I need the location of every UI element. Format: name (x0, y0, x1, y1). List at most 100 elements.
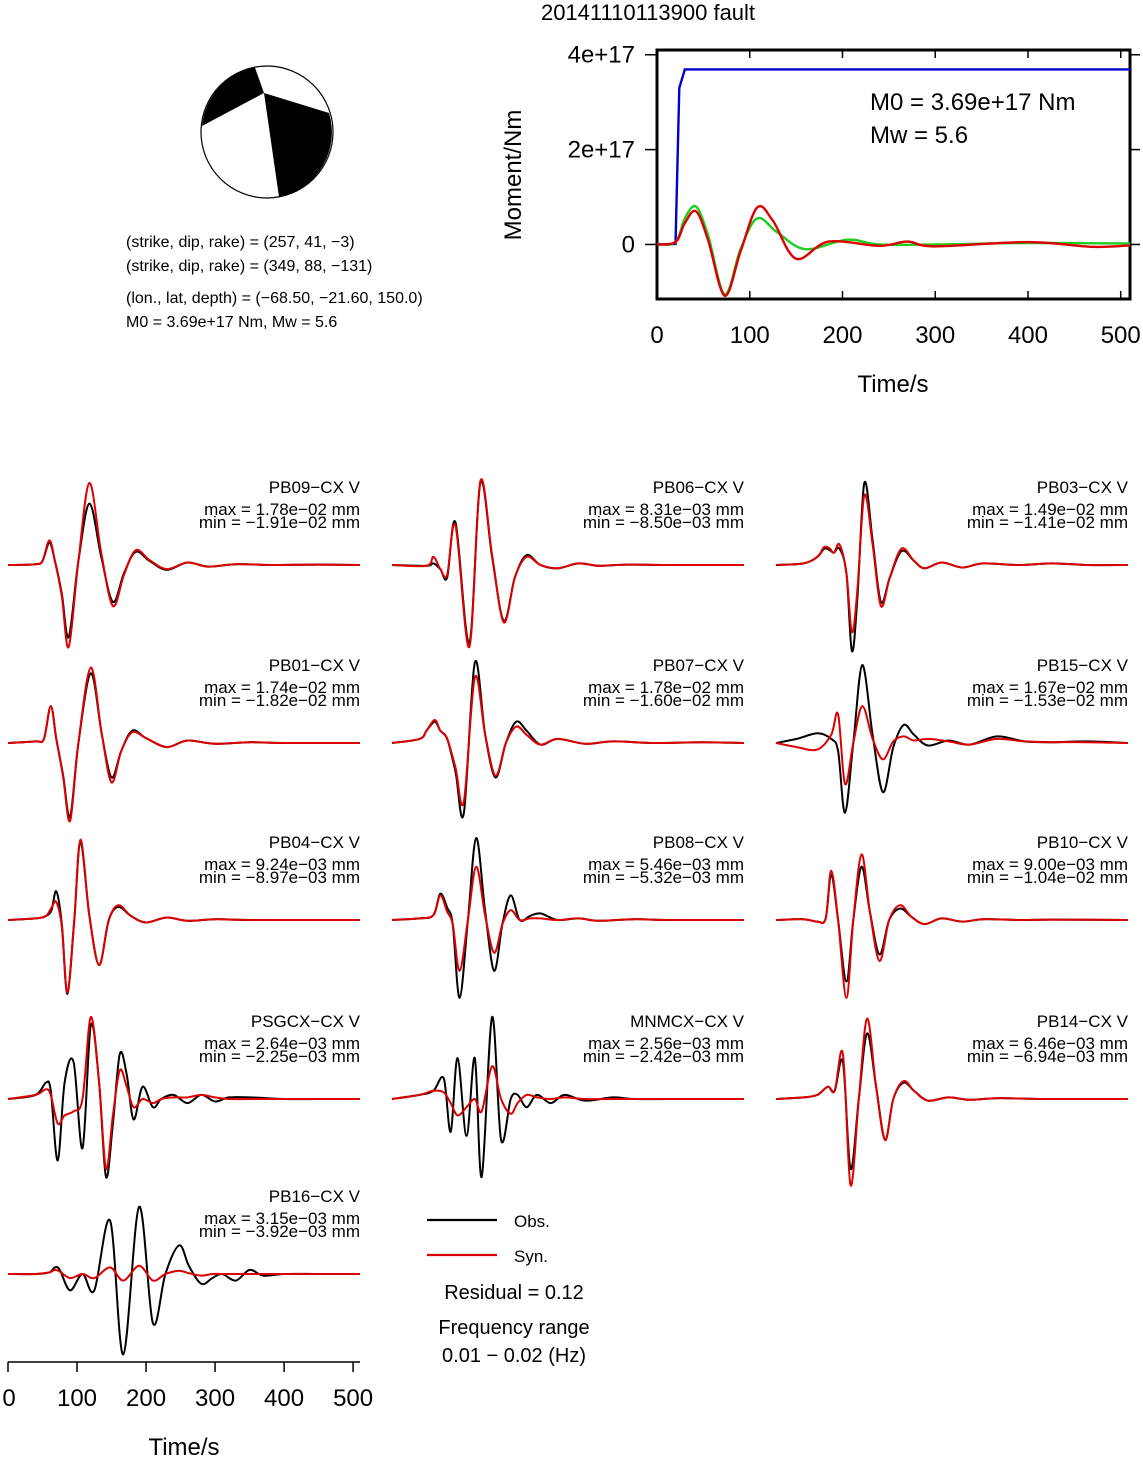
station-label: PB03−CX V (1037, 478, 1129, 497)
observed-trace (7, 1205, 360, 1356)
synthetic-trace (7, 838, 361, 994)
synthetic-trace (391, 1065, 744, 1117)
moment-axes: 0 100 200 300 400 500 0 2e+17 4e+17 (568, 42, 1141, 349)
station-label: PB01−CX V (269, 656, 361, 675)
synthetic-trace (391, 478, 745, 649)
station-max-label: max = 1.78e−02 mm (588, 678, 744, 697)
legend-obs-label: Obs. (514, 1212, 550, 1231)
moment-xtick-label: 0 (650, 322, 663, 349)
station-min-label: min = −5.32e−03 mm (583, 868, 744, 887)
station-max-label: max = 6.46e−03 mm (972, 1034, 1128, 1053)
synthetic-trace (7, 481, 361, 649)
synthetic-trace (7, 1264, 360, 1282)
station-max-label: max = 8.31e−03 mm (588, 500, 744, 519)
moment-time-plot: 0 100 200 300 400 500 0 2e+17 4e+17 M0 = 3.69e+1… (500, 42, 1141, 398)
station-label: PB14−CX V (1037, 1012, 1129, 1031)
moment-xtick-label: 300 (915, 322, 955, 349)
station-max-label: max = 2.64e−03 mm (204, 1034, 360, 1053)
legend: Obs. Syn. Residual = 0.12 Frequency rang… (427, 1212, 590, 1367)
beachball-outline (200, 65, 334, 199)
station-label: PB09−CX V (269, 478, 361, 497)
figure-title: 20141110113900 fault (541, 0, 755, 25)
observed-trace (391, 1015, 744, 1178)
synthetic-trace (775, 705, 1129, 786)
station-min-label: min = −2.25e−03 mm (199, 1047, 360, 1066)
moment-annotation-m0: M0 = 3.69e+17 Nm (870, 89, 1075, 116)
waveform-xtick-label: 0 (2, 1385, 15, 1412)
moment-annotation-mw: Mw = 5.6 (870, 122, 968, 149)
focal-mechanism-beachball (200, 65, 334, 199)
m0-mw-line: M0 = 3.69e+17 Nm, Mw = 5.6 (126, 314, 337, 331)
station-max-label: max = 1.74e−02 mm (204, 678, 360, 697)
moment-ytick-label: 4e+17 (568, 42, 635, 69)
moment-ytick-label: 2e+17 (568, 137, 635, 164)
waveform-xtick-label: 100 (57, 1385, 97, 1412)
mechanism-line-1: (strike, dip, rake) = (257, 41, −3) (126, 234, 355, 251)
location-line: (lon., lat, depth) = (−68.50, −21.60, 15… (126, 290, 423, 307)
station-label: PB16−CX V (269, 1187, 361, 1206)
station-min-label: min = −8.50e−03 mm (583, 513, 744, 532)
station-label: PSGCX−CX V (251, 1012, 361, 1031)
waveform-xtick-label: 200 (126, 1385, 166, 1412)
station-min-label: min = −1.41e−02 mm (967, 513, 1128, 532)
station-label: PB10−CX V (1037, 833, 1129, 852)
observed-trace (7, 1022, 360, 1179)
moment-ytick-label: 0 (622, 231, 635, 258)
waveform-xtick-label: 400 (264, 1385, 304, 1412)
station-max-label: max = 9.24e−03 mm (204, 855, 360, 874)
station-min-label: min = −1.53e−02 mm (967, 691, 1128, 710)
synthetic-trace (775, 1017, 1128, 1187)
station-min-label: min = −3.92e−03 mm (199, 1222, 360, 1241)
station-min-label: min = −2.42e−03 mm (583, 1047, 744, 1066)
beachball-quadrant-upper-left (202, 67, 264, 126)
moment-rate-green-line (656, 204, 1131, 296)
station-label: PB07−CX V (653, 656, 745, 675)
moment-xtick-label: 200 (822, 322, 862, 349)
station-min-label: min = −1.60e−02 mm (583, 691, 744, 710)
frequency-range-label: Frequency range (438, 1317, 589, 1339)
moment-series-group (656, 68, 1131, 297)
station-max-label: max = 5.46e−03 mm (588, 855, 744, 874)
moment-xlabel: Time/s (857, 371, 928, 398)
waveform-xtick-label: 300 (195, 1385, 235, 1412)
synthetic-trace (7, 1015, 360, 1170)
waveform-time-axis: Time/s 0 100 200 300 400 500 (2, 1361, 373, 1457)
station-min-label: min = −6.94e−03 mm (967, 1047, 1128, 1066)
station-min-label: min = −1.82e−02 mm (199, 691, 360, 710)
station-max-label: max = 3.15e−03 mm (204, 1209, 360, 1228)
station-max-label: max = 1.49e−02 mm (972, 500, 1128, 519)
waveform-xtick-label: 500 (333, 1385, 373, 1412)
station-label: PB06−CX V (653, 478, 745, 497)
station-max-label: max = 1.67e−02 mm (972, 678, 1128, 697)
moment-xtick-label: 400 (1008, 322, 1048, 349)
residual-text: Residual = 0.12 (444, 1282, 584, 1304)
station-min-label: min = −1.04e−02 mm (967, 868, 1128, 887)
moment-plot-frame (655, 48, 1132, 301)
moment-ylabel: Moment/Nm (500, 110, 527, 241)
station-label: PB04−CX V (269, 833, 361, 852)
synthetic-trace (7, 666, 361, 823)
station-max-label: max = 2.56e−03 mm (588, 1034, 744, 1053)
synthetic-trace (775, 853, 1129, 999)
moment-xtick-label: 100 (730, 322, 770, 349)
station-min-label: min = −1.91e−02 mm (199, 513, 360, 532)
station-max-label: max = 9.00e−03 mm (972, 855, 1128, 874)
synthetic-trace (391, 674, 745, 807)
station-min-label: min = −8.97e−03 mm (199, 868, 360, 887)
waveform-panels: PB09−CX V max = 1.78e−02 mm min = −1.91e−0… (7, 478, 1129, 1356)
mechanism-line-2: (strike, dip, rake) = (349, 88, −131) (126, 258, 372, 275)
synthetic-trace (391, 865, 745, 972)
frequency-range-value: 0.01 − 0.02 (Hz) (442, 1345, 586, 1367)
